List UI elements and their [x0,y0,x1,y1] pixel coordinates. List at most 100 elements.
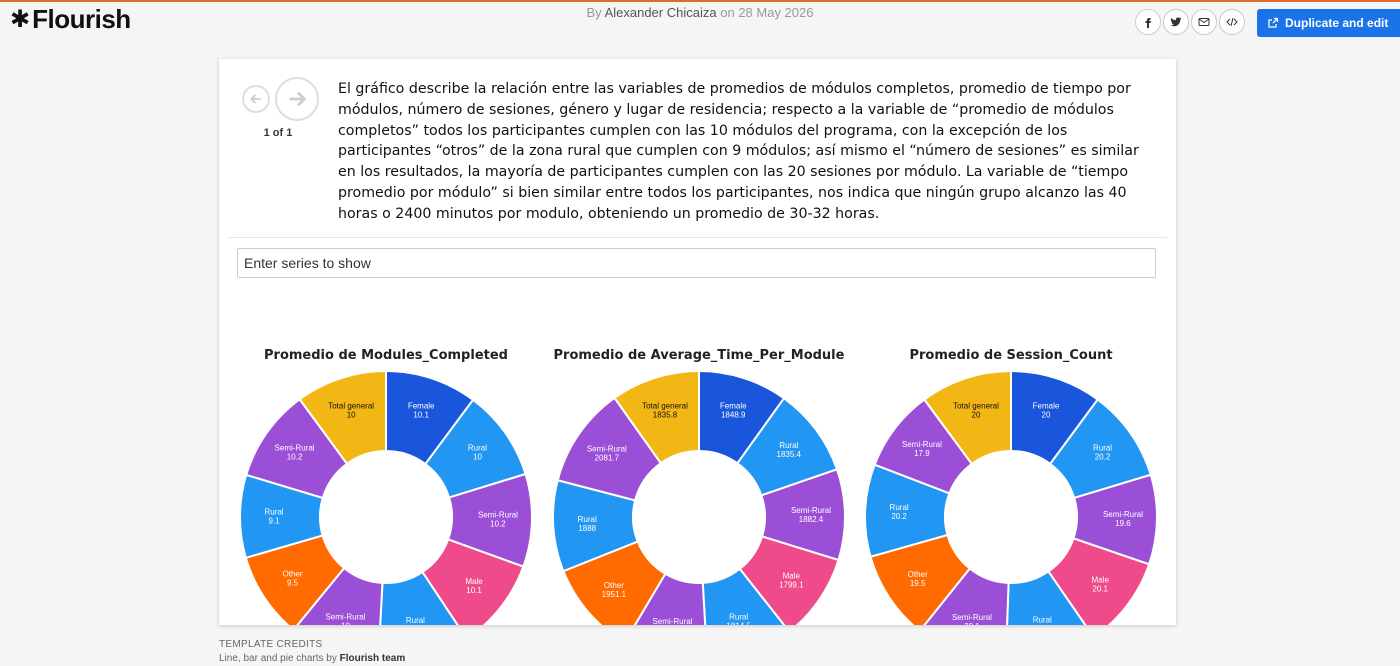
slice-category-label: Semi-Rural [587,444,627,453]
slice-value-label: 20.1 [1092,585,1108,594]
flourish-logo[interactable]: ✱ Flourish [10,5,131,33]
slice-category-label: Rural [468,443,487,452]
donut-slice[interactable] [701,567,790,625]
slice-category-label: Female [720,401,747,410]
slice-value-label: 19.6 [1115,519,1131,528]
slice-value-label: 17.9 [914,449,930,458]
series-filter-input[interactable] [237,248,1156,278]
slice-category-label: Rural [1093,443,1112,452]
twitter-share-button[interactable] [1163,9,1189,35]
slice-value-label: 1814.5 [726,622,751,625]
slice-value-label: 10 [347,411,356,420]
arrow-right-icon [289,91,307,107]
byline: By Alexander Chicaiza on 28 May 2026 [0,5,1400,20]
slice-value-label: 10.1 [466,586,482,595]
email-icon [1198,18,1210,26]
chart-description: El gráfico describe la relación entre la… [338,81,1139,222]
slice-value-label: 9.5 [287,579,299,588]
slice-category-label: Semi-Rural [952,613,992,622]
credits-line: Line, bar and pie charts by Flourish tea… [219,652,405,666]
slice-category-label: Total general [642,401,688,410]
donut-slice[interactable] [922,369,1012,466]
donut-slice[interactable] [1046,537,1151,625]
slice-value-label: 20.2 [1095,452,1111,461]
slice-value-label: 20.1 [964,622,980,625]
donut-slice[interactable] [421,538,525,625]
slice-value-label: 10.2 [287,452,303,461]
header: ✱ Flourish By Alexander Chicaiza on 28 M… [0,2,1400,42]
slice-category-label: Rural [264,507,283,516]
external-link-icon [1268,17,1279,28]
credits-author-link[interactable]: Flourish team [339,653,406,664]
slice-category-label: Other [908,570,928,579]
arrow-left-icon [250,94,261,104]
slice-category-label: Rural [779,441,798,450]
slice-value-label: 10.1 [413,411,429,420]
slice-category-label: Male [1092,576,1110,585]
slice-category-label: Semi-Rural [652,617,692,625]
slice-category-label: Male [465,577,483,586]
slice-value-label: 1835.4 [777,450,802,459]
email-share-button[interactable] [1191,9,1217,35]
duplicate-and-edit-button[interactable]: Duplicate and edit [1257,9,1400,37]
previous-slide-button[interactable] [242,85,270,113]
slice-value-label: 20 [1042,411,1051,420]
slice-value-label: 1951.1 [602,590,627,599]
share-buttons [1135,9,1245,35]
slice-category-label: Semi-Rural [1103,510,1143,519]
next-slide-button[interactable] [275,77,319,121]
donut-slice[interactable] [738,535,840,625]
credits-text: Line, bar and pie charts by [219,653,337,664]
slice-value-label: 1848.9 [721,410,746,419]
slide-counter: 1 of 1 [263,127,293,139]
donut-slice[interactable] [1006,569,1094,625]
chart-title: Promedio de Modules_Completed [264,348,508,363]
slice-category-label: Total general [953,402,999,411]
slice-value-label: 10 [473,452,482,461]
slice-category-label: Semi-Rural [791,506,831,515]
twitter-icon [1170,17,1182,27]
publish-date: 28 May 2026 [738,5,814,20]
slice-value-label: 9.1 [268,516,280,525]
author-link[interactable]: Alexander Chicaiza [604,5,717,20]
slice-value-label: 20.2 [891,512,907,521]
logo-text: Flourish [32,4,131,34]
facebook-icon [1145,18,1151,28]
slice-category-label: Other [283,570,303,579]
donut-slice[interactable] [293,566,384,625]
top-accent-line [0,0,1400,2]
slice-category-label: Male [783,571,801,580]
slice-value-label: 1835.8 [653,410,678,419]
template-credits: TEMPLATE CREDITS Line, bar and pie chart… [219,638,405,666]
slice-value-label: 1882.4 [799,515,824,524]
slice-category-label: Semi-Rural [478,511,518,520]
divider [228,237,1167,238]
duplicate-label: Duplicate and edit [1285,16,1389,30]
embed-share-button[interactable] [1219,9,1245,35]
slice-category-label: Rural [578,515,597,524]
credits-title: TEMPLATE CREDITS [219,639,323,650]
donut-charts: Promedio de Modules_Completed Female 10.1 R… [239,348,1158,625]
slice-value-label: 1888 [578,524,596,533]
donut-slice[interactable] [625,572,708,625]
slice-value-label: 19.5 [910,579,926,588]
donut-slice[interactable] [920,567,1010,625]
slice-category-label: Female [1033,402,1060,411]
donut-slice[interactable] [613,369,700,465]
slice-category-label: Rural [406,616,425,625]
facebook-share-button[interactable] [1135,9,1161,35]
slice-category-label: Other [604,581,624,590]
slice-value-label: 10.2 [490,520,506,529]
byline-prefix: By [586,5,602,20]
donut-slice[interactable] [298,369,387,466]
donut-slice[interactable] [378,570,467,625]
asterisk-icon: ✱ [10,5,31,33]
slice-category-label: Semi-Rural [902,440,942,449]
slice-category-label: Semi-Rural [325,612,365,621]
slice-category-label: Rural [1033,616,1052,625]
slice-category-label: Total general [328,402,374,411]
charts-area: Promedio de Modules_Completed Female 10.1 R… [219,287,1176,625]
slice-category-label: Semi-Rural [275,443,315,452]
slice-category-label: Rural [729,613,748,622]
chart-title: Promedio de Session_Count [909,348,1112,363]
